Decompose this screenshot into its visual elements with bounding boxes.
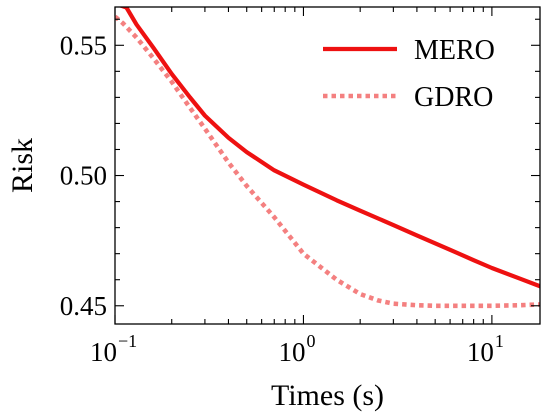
x-tick-label-base: 10 bbox=[467, 337, 494, 367]
series-line-gdro bbox=[115, 14, 540, 309]
x-tick-label: 10 −1 bbox=[90, 331, 137, 367]
ticks-layer: 10 −1 10 0 10 10.450.500.55 bbox=[60, 7, 540, 367]
legend-label-mero: MERO bbox=[414, 35, 495, 66]
x-axis-label: Times (s) bbox=[271, 379, 384, 412]
y-tick-label: 0.55 bbox=[60, 30, 107, 60]
legend: MERO GDRO bbox=[323, 35, 495, 113]
plot-frame bbox=[114, 6, 541, 325]
x-tick-label-exponent: −1 bbox=[118, 331, 137, 351]
x-tick-label-base: 10 bbox=[278, 337, 305, 367]
x-tick-label-base: 10 bbox=[90, 337, 117, 367]
x-tick-label: 10 1 bbox=[467, 331, 504, 367]
series-layer bbox=[115, 7, 540, 309]
y-axis-label: Risk bbox=[6, 138, 39, 193]
x-tick-label: 10 0 bbox=[278, 331, 315, 367]
legend-label-gdro: GDRO bbox=[414, 82, 493, 113]
y-tick-label: 0.50 bbox=[60, 161, 107, 191]
y-tick-label: 0.45 bbox=[60, 291, 107, 321]
x-tick-label-exponent: 0 bbox=[306, 331, 315, 351]
x-tick-label-exponent: 1 bbox=[495, 331, 504, 351]
series-line-mero bbox=[118, 7, 540, 289]
